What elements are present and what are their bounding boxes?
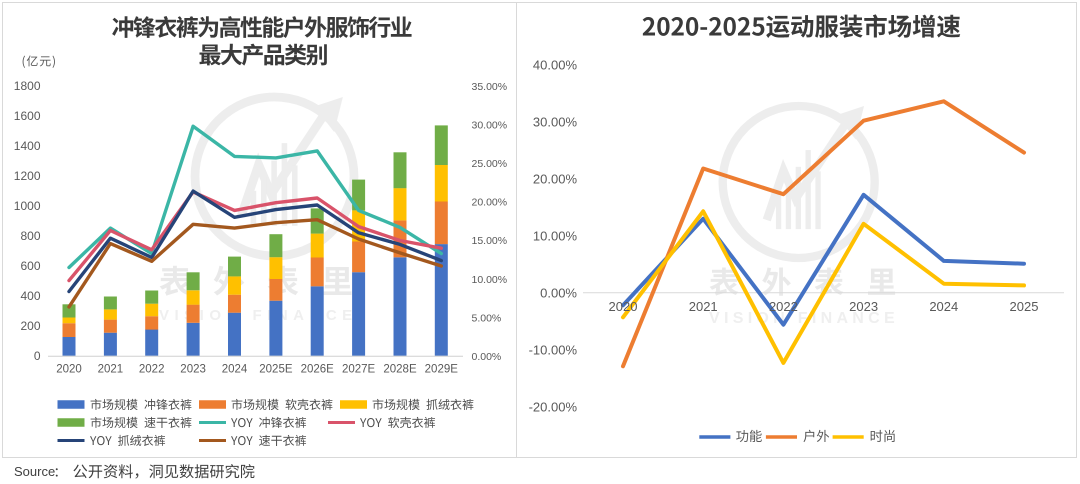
svg-text:2021: 2021: [689, 299, 718, 314]
svg-text:1400: 1400: [14, 139, 41, 153]
svg-text:2023: 2023: [849, 299, 878, 314]
svg-text:2021: 2021: [98, 364, 124, 376]
svg-text:1200: 1200: [14, 169, 41, 183]
svg-text:-10.00%: -10.00%: [529, 342, 578, 357]
svg-text:0.00%: 0.00%: [472, 351, 502, 363]
svg-text:20.00%: 20.00%: [472, 197, 508, 209]
svg-text:15.00%: 15.00%: [472, 235, 508, 247]
svg-text:0: 0: [34, 349, 41, 363]
svg-text:2023: 2023: [180, 364, 206, 376]
svg-text:20.00%: 20.00%: [533, 171, 578, 186]
svg-text:2028E: 2028E: [383, 364, 417, 376]
svg-text:2026E: 2026E: [301, 364, 335, 376]
svg-text:-20.00%: -20.00%: [529, 399, 578, 414]
svg-text:30.00%: 30.00%: [472, 119, 508, 131]
svg-text:800: 800: [20, 229, 40, 243]
svg-text:5.00%: 5.00%: [472, 312, 502, 324]
svg-text:10.00%: 10.00%: [472, 274, 508, 286]
svg-text:2027E: 2027E: [342, 364, 376, 376]
svg-text:200: 200: [20, 319, 40, 333]
svg-text:2020: 2020: [609, 299, 638, 314]
svg-text:25.00%: 25.00%: [472, 158, 508, 170]
svg-text:400: 400: [20, 289, 40, 303]
svg-text:2024: 2024: [929, 299, 958, 314]
svg-text:600: 600: [20, 259, 40, 273]
svg-text:VISION FINANCE: VISION FINANCE: [159, 307, 358, 324]
svg-text:Source: Source: [14, 464, 55, 479]
svg-text:2020: 2020: [56, 364, 82, 376]
svg-text:1000: 1000: [14, 199, 41, 213]
svg-text:2022: 2022: [769, 299, 798, 314]
svg-text:35.00%: 35.00%: [472, 81, 508, 93]
svg-text:1800: 1800: [14, 79, 41, 93]
svg-text:2025: 2025: [1010, 299, 1039, 314]
svg-text:30.00%: 30.00%: [533, 114, 578, 129]
svg-text:10.00%: 10.00%: [533, 228, 578, 243]
svg-text:2022: 2022: [139, 364, 165, 376]
svg-text:2024: 2024: [222, 364, 248, 376]
svg-text:40.00%: 40.00%: [533, 57, 578, 72]
svg-text:2029E: 2029E: [425, 364, 459, 376]
svg-text:1600: 1600: [14, 109, 41, 123]
svg-text:0.00%: 0.00%: [540, 285, 577, 300]
svg-text:2025E: 2025E: [259, 364, 293, 376]
